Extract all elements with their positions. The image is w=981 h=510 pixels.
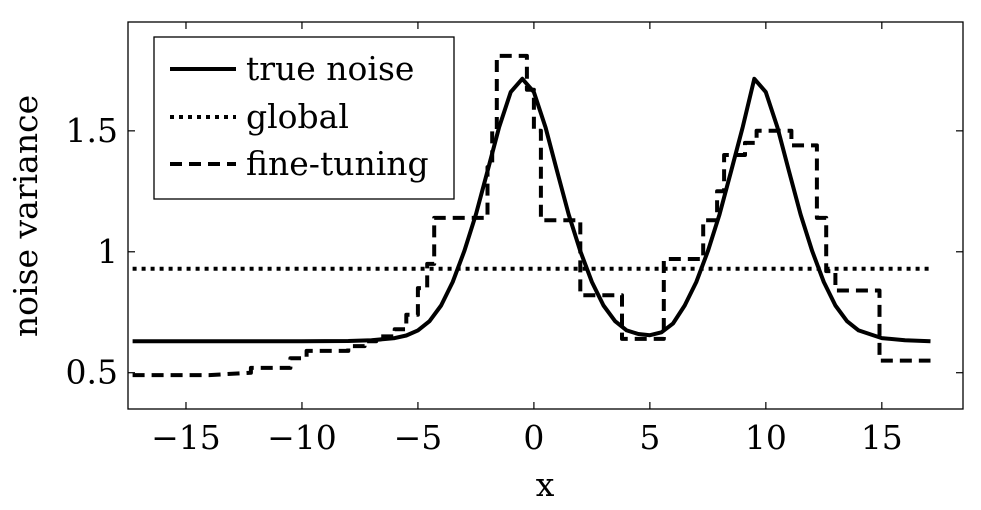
y-tick-label: 1: [97, 232, 118, 271]
x-axis-label: x: [536, 465, 555, 504]
legend-label-fine-tuning: fine-tuning: [246, 144, 429, 183]
legend-label-true-noise: true noise: [246, 49, 414, 88]
series-line-true-noise: [132, 76, 931, 344]
x-tick-label: −10: [267, 418, 337, 457]
x-tick-label: 0: [523, 418, 544, 457]
x-tick-label: 5: [639, 418, 660, 457]
x-tick-label: 15: [861, 418, 903, 457]
tick-labels: −15 −10 −5 0 5 10 15 0.5 1 1.5: [66, 111, 903, 457]
x-tick-label: −15: [151, 418, 221, 457]
y-tick-label: 0.5: [66, 353, 118, 392]
legend-box: [153, 36, 455, 200]
legend-label-global: global: [246, 97, 349, 136]
x-tick-label: −5: [394, 418, 443, 457]
y-axis-label: noise variance: [6, 95, 45, 337]
y-tick-label: 1.5: [66, 111, 118, 150]
axis-ticks: [128, 22, 963, 409]
plot-lines: [132, 53, 931, 378]
legend: true noise global fine-tuning: [153, 36, 455, 200]
series-line-fine-tuning: [132, 53, 931, 378]
plot-frame: [127, 21, 964, 410]
x-tick-label: 10: [745, 418, 787, 457]
